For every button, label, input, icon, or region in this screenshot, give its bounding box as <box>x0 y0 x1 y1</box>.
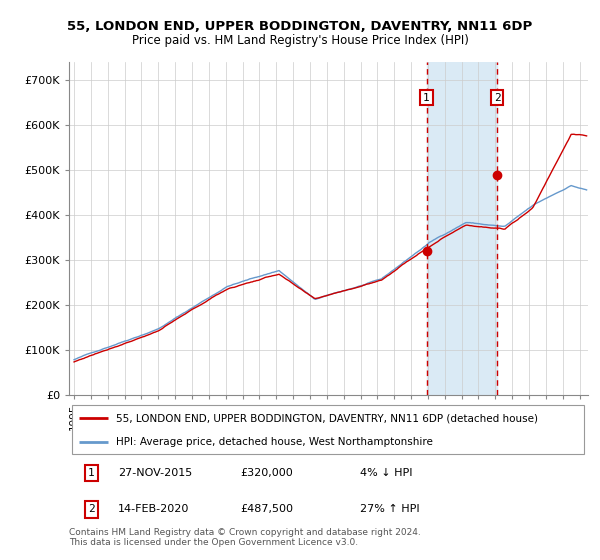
Text: HPI: Average price, detached house, West Northamptonshire: HPI: Average price, detached house, West… <box>116 436 433 446</box>
Text: £320,000: £320,000 <box>240 468 293 478</box>
Text: 1: 1 <box>88 468 95 478</box>
Text: £487,500: £487,500 <box>240 505 293 515</box>
Text: 55, LONDON END, UPPER BODDINGTON, DAVENTRY, NN11 6DP: 55, LONDON END, UPPER BODDINGTON, DAVENT… <box>67 20 533 32</box>
Text: 2: 2 <box>494 92 501 102</box>
Text: 55, LONDON END, UPPER BODDINGTON, DAVENTRY, NN11 6DP (detached house): 55, LONDON END, UPPER BODDINGTON, DAVENT… <box>116 413 538 423</box>
Text: 1: 1 <box>423 92 430 102</box>
Text: 27-NOV-2015: 27-NOV-2015 <box>118 468 193 478</box>
FancyBboxPatch shape <box>71 405 584 454</box>
Text: 14-FEB-2020: 14-FEB-2020 <box>118 505 190 515</box>
Text: Price paid vs. HM Land Registry's House Price Index (HPI): Price paid vs. HM Land Registry's House … <box>131 34 469 46</box>
Bar <box>427 62 497 395</box>
Text: 4% ↓ HPI: 4% ↓ HPI <box>359 468 412 478</box>
Text: Contains HM Land Registry data © Crown copyright and database right 2024.
This d: Contains HM Land Registry data © Crown c… <box>69 528 421 548</box>
Text: 2: 2 <box>88 505 95 515</box>
Text: 27% ↑ HPI: 27% ↑ HPI <box>359 505 419 515</box>
